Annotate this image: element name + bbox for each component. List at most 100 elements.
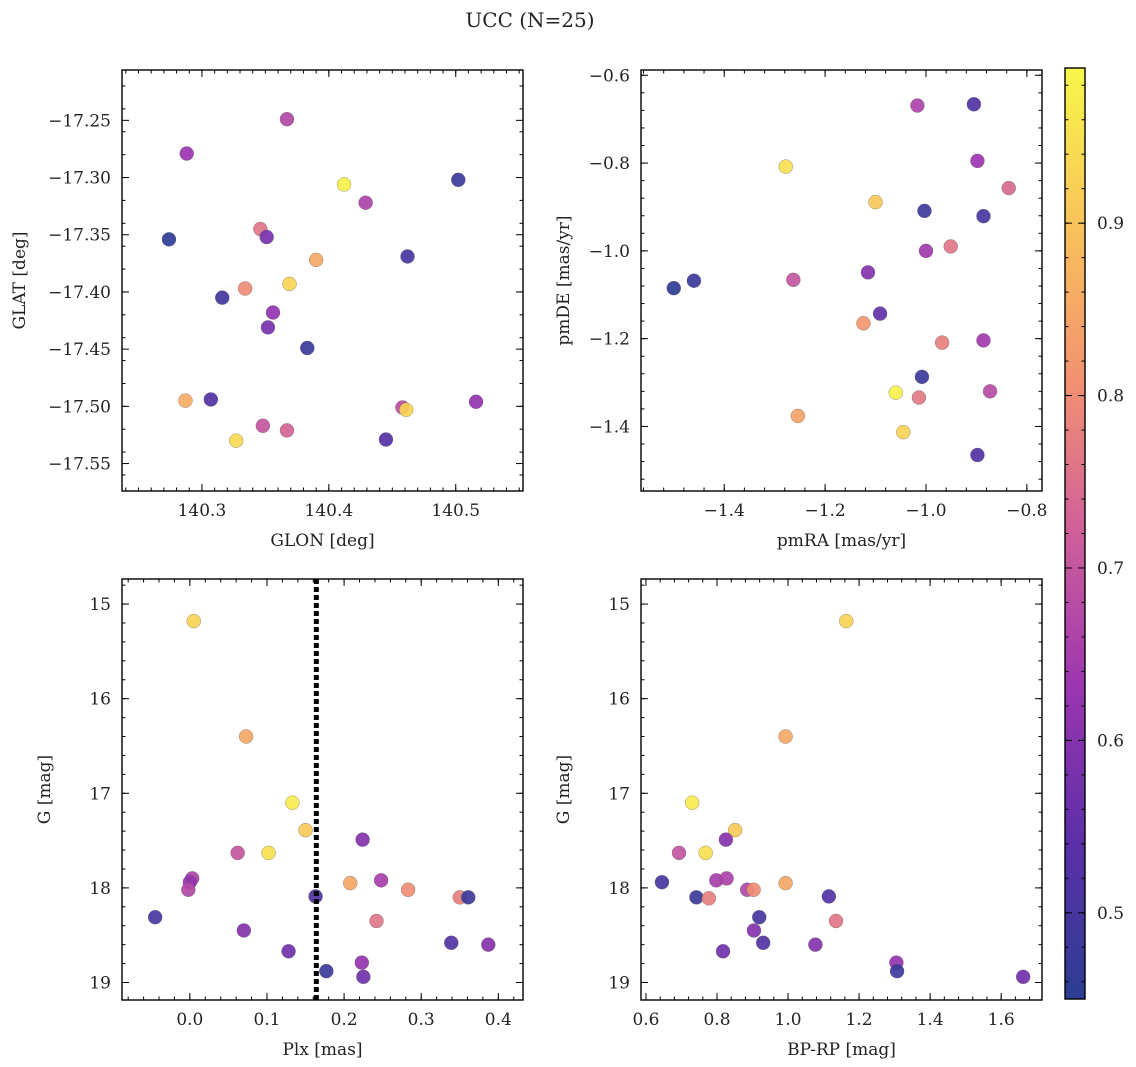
x-tick-label: −1.2 — [804, 501, 845, 521]
y-tick-label: −1.0 — [589, 242, 630, 262]
scatter-point — [279, 423, 295, 438]
scatter-point — [215, 290, 230, 305]
y-tick-label: −17.55 — [48, 455, 111, 475]
x-tick-label: 0.4 — [485, 1010, 512, 1030]
scatter-point — [918, 243, 934, 259]
y-tick-label: −17.40 — [48, 283, 111, 303]
scatter-point — [238, 729, 254, 744]
y-axis-label: G [mag] — [554, 755, 574, 824]
x-axis-label: GLON [deg] — [270, 531, 374, 551]
colorbar-tick-label: 0.5 — [1097, 904, 1124, 924]
scatter-point — [970, 447, 985, 463]
scatter-point — [260, 320, 276, 335]
scatter-point — [778, 875, 793, 891]
scatter-point — [161, 232, 177, 247]
scatter-point — [261, 845, 276, 861]
y-tick-label: 19 — [89, 973, 111, 993]
scatter-point — [468, 394, 484, 410]
y-tick-label: −17.25 — [48, 111, 111, 131]
scatter-point — [778, 729, 793, 744]
x-tick-label: 1.6 — [988, 1010, 1015, 1030]
colorbar-gradient — [1065, 68, 1085, 999]
scatter-point — [966, 96, 982, 112]
colorbar-tick-label: 0.6 — [1097, 731, 1124, 751]
y-tick-label: 16 — [89, 690, 111, 710]
scatter-point — [400, 249, 415, 264]
scatter-point — [460, 890, 476, 905]
x-axis-label: pmRA [mas/yr] — [777, 531, 906, 551]
y-tick-label: 18 — [608, 879, 630, 899]
scatter-point — [179, 146, 194, 161]
scatter-point — [746, 923, 762, 938]
panel-glon-glat: 140.3 140.4 140.5 −17.25 −17.30 −17.35 −17.40 −… — [10, 69, 524, 551]
scatter-point — [236, 923, 252, 938]
scatter-point — [778, 159, 794, 174]
y-tick-label: 17 — [608, 784, 630, 804]
axes-frame — [121, 578, 524, 1001]
scatter-point — [282, 276, 297, 292]
x-axis-label: Plx [mas] — [282, 1040, 362, 1060]
scatter-point — [399, 402, 414, 418]
scatter-point — [147, 909, 163, 925]
scatter-point — [786, 272, 801, 288]
y-tick-label: 17 — [89, 784, 111, 804]
x-tick-label: 140.3 — [178, 501, 227, 521]
colorbar-tick-label: 0.7 — [1097, 559, 1124, 579]
scatter-point — [671, 845, 687, 861]
scatter-point — [1001, 180, 1016, 196]
colorbar: 0.5 0.6 0.7 0.8 0.9 — [1064, 67, 1124, 1000]
scatter-points — [161, 111, 484, 448]
scatter-point — [976, 333, 991, 348]
scatter-point — [336, 177, 352, 192]
scatter-point — [821, 889, 837, 904]
scatter-point — [230, 845, 245, 861]
scatter-point — [1015, 969, 1031, 985]
scatter-points — [654, 613, 1031, 985]
scatter-point — [911, 390, 927, 405]
panel-pmra-pmde: −1.4 −1.2 −1.0 −0.8 −0.6 −0.8 −1.0 −1.2 −1.4 pmR… — [554, 66, 1048, 551]
x-tick-label: 0.3 — [408, 1010, 435, 1030]
scatter-point — [279, 111, 295, 127]
scatter-point — [727, 822, 743, 838]
scatter-point — [755, 935, 771, 951]
scatter-point — [976, 208, 991, 224]
y-tick-label: −17.45 — [48, 340, 111, 360]
scatter-point — [719, 871, 734, 886]
scatter-point — [354, 955, 370, 970]
scatter-point — [400, 882, 416, 898]
scatter-point — [689, 890, 704, 905]
y-tick-label: −0.6 — [589, 66, 630, 86]
colorbar-ticks: 0.5 0.6 0.7 0.8 0.9 — [1065, 84, 1124, 983]
x-tick-label: 0.8 — [703, 1010, 730, 1030]
scatter-point — [701, 891, 717, 906]
scatter-points — [147, 613, 496, 985]
scatter-point — [889, 963, 905, 979]
y-axis-label: GLAT [deg] — [10, 231, 30, 329]
scatter-point — [358, 195, 373, 210]
scatter-point — [343, 875, 358, 891]
scatter-point — [943, 239, 958, 254]
axes-frame — [121, 69, 524, 492]
scatter-point — [910, 98, 925, 113]
y-tick-label: −17.30 — [48, 169, 111, 189]
scatter-point — [356, 969, 371, 985]
scatter-point — [298, 822, 313, 838]
y-tick-label: 18 — [89, 879, 111, 899]
y-axis-label: G [mag] — [35, 755, 55, 824]
scatter-point — [319, 963, 334, 979]
scatter-point — [281, 944, 296, 959]
scatter-point — [355, 832, 370, 847]
scatter-point — [237, 281, 253, 296]
scatter-point — [856, 316, 871, 331]
scatter-point — [934, 335, 950, 350]
x-axis-label: BP-RP [mag] — [787, 1040, 896, 1060]
x-tick-label: −1.0 — [905, 501, 946, 521]
scatter-point — [265, 305, 281, 320]
scatter-point — [917, 203, 932, 219]
y-tick-label: −17.50 — [48, 397, 111, 417]
scatter-point — [444, 935, 459, 951]
scatter-point — [686, 273, 702, 288]
x-tick-label: 0.2 — [331, 1010, 358, 1030]
scatter-point — [308, 252, 324, 268]
